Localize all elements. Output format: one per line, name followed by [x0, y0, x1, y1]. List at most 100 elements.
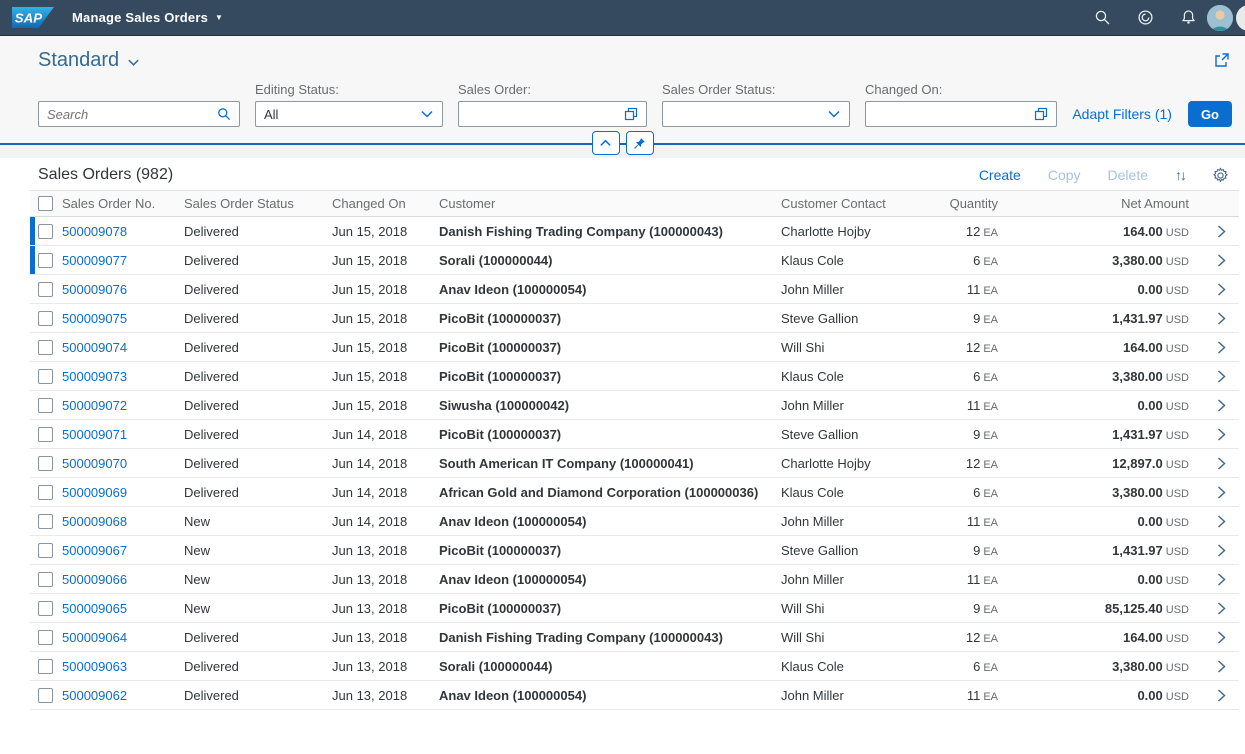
order-link[interactable]: 500009068 [62, 513, 128, 529]
row-navigation-chevron-icon[interactable] [1217, 340, 1226, 354]
sales-order-input[interactable] [458, 101, 647, 127]
search-input[interactable] [47, 106, 217, 122]
table-row[interactable]: 500009077 Delivered Jun 15, 2018 Sorali … [30, 246, 1239, 275]
pin-filter-button[interactable] [625, 131, 654, 155]
row-navigation-chevron-icon[interactable] [1217, 253, 1226, 267]
copy-button[interactable]: Copy [1047, 167, 1081, 183]
editing-status-select[interactable]: All [255, 101, 443, 127]
row-navigation-chevron-icon[interactable] [1217, 456, 1226, 470]
row-navigation-chevron-icon[interactable] [1217, 224, 1226, 238]
row-checkbox[interactable] [38, 542, 53, 558]
table-row[interactable]: 500009069 Delivered Jun 14, 2018 African… [30, 478, 1239, 507]
row-navigation-chevron-icon[interactable] [1217, 601, 1226, 615]
create-button[interactable]: Create [978, 167, 1021, 183]
settings-gear-icon[interactable] [1212, 167, 1229, 184]
order-link[interactable]: 500009075 [62, 310, 128, 326]
search-icon[interactable] [1094, 9, 1111, 26]
select-all-checkbox[interactable] [38, 196, 53, 211]
row-checkbox[interactable] [38, 281, 53, 297]
table-row[interactable]: 500009075 Delivered Jun 15, 2018 PicoBit… [30, 304, 1239, 333]
row-checkbox[interactable] [38, 687, 53, 703]
row-checkbox[interactable] [38, 310, 53, 326]
app-title-menu[interactable]: Manage Sales Orders ▼ [72, 10, 223, 25]
copilot-icon[interactable] [1137, 9, 1154, 26]
order-link[interactable]: 500009066 [62, 571, 128, 587]
row-navigation-chevron-icon[interactable] [1217, 485, 1226, 499]
delete-button[interactable]: Delete [1107, 167, 1148, 183]
order-link[interactable]: 500009072 [62, 397, 128, 413]
order-link[interactable]: 500009078 [62, 223, 128, 239]
row-checkbox[interactable] [38, 658, 53, 674]
order-link[interactable]: 500009065 [62, 600, 128, 616]
table-row[interactable]: 500009076 Delivered Jun 15, 2018 Anav Id… [30, 275, 1239, 304]
order-link[interactable]: 500009062 [62, 687, 128, 703]
value-help-icon[interactable] [624, 107, 638, 121]
table-row[interactable]: 500009073 Delivered Jun 15, 2018 PicoBit… [30, 362, 1239, 391]
row-checkbox[interactable] [38, 426, 53, 442]
row-checkbox[interactable] [38, 571, 53, 587]
order-link[interactable]: 500009064 [62, 629, 128, 645]
table-row[interactable]: 500009064 Delivered Jun 13, 2018 Danish … [30, 623, 1239, 652]
row-checkbox[interactable] [38, 223, 53, 239]
collapse-filter-button[interactable] [591, 131, 620, 155]
row-navigation-chevron-icon[interactable] [1217, 543, 1226, 557]
sales-order-status-select[interactable] [662, 101, 850, 127]
table-row[interactable]: 500009078 Delivered Jun 15, 2018 Danish … [30, 217, 1239, 246]
row-checkbox[interactable] [38, 455, 53, 471]
row-navigation-chevron-icon[interactable] [1217, 572, 1226, 586]
row-checkbox[interactable] [38, 339, 53, 355]
search-icon[interactable] [217, 107, 231, 121]
row-navigation-chevron-icon[interactable] [1217, 369, 1226, 383]
order-status: New [184, 513, 211, 529]
search-field[interactable] [38, 101, 240, 127]
order-link[interactable]: 500009063 [62, 658, 128, 674]
order-link[interactable]: 500009077 [62, 252, 128, 268]
chevron-down-icon[interactable] [420, 107, 434, 121]
row-navigation-chevron-icon[interactable] [1217, 282, 1226, 296]
changed-on-input[interactable] [865, 101, 1057, 127]
row-checkbox[interactable] [38, 252, 53, 268]
sort-icon[interactable]: ↑↓ [1175, 167, 1187, 183]
row-checkbox[interactable] [38, 397, 53, 413]
share-icon[interactable] [1213, 51, 1231, 69]
adapt-filters-link[interactable]: Adapt Filters (1) [1072, 106, 1172, 122]
order-status: Delivered [184, 455, 239, 471]
row-checkbox[interactable] [38, 368, 53, 384]
order-link[interactable]: 500009071 [62, 426, 128, 442]
row-navigation-chevron-icon[interactable] [1217, 659, 1226, 673]
chevron-down-icon[interactable] [827, 107, 841, 121]
row-navigation-chevron-icon[interactable] [1217, 311, 1226, 325]
order-link[interactable]: 500009070 [62, 455, 128, 471]
notifications-bell-icon[interactable] [1180, 9, 1197, 26]
value-help-icon[interactable] [1034, 107, 1048, 121]
table-row[interactable]: 500009072 Delivered Jun 15, 2018 Siwusha… [30, 391, 1239, 420]
row-checkbox[interactable] [38, 484, 53, 500]
row-checkbox[interactable] [38, 600, 53, 616]
table-row[interactable]: 500009070 Delivered Jun 14, 2018 South A… [30, 449, 1239, 478]
row-navigation-chevron-icon[interactable] [1217, 688, 1226, 702]
table-row[interactable]: 500009067 New Jun 13, 2018 PicoBit (1000… [30, 536, 1239, 565]
order-link[interactable]: 500009067 [62, 542, 128, 558]
order-link[interactable]: 500009073 [62, 368, 128, 384]
order-link[interactable]: 500009069 [62, 484, 128, 500]
row-checkbox[interactable] [38, 629, 53, 645]
table-row[interactable]: 500009074 Delivered Jun 15, 2018 PicoBit… [30, 333, 1239, 362]
customer-contact: Klaus Cole [781, 252, 844, 268]
quantity-unit: EA [983, 284, 998, 297]
row-navigation-chevron-icon[interactable] [1217, 514, 1226, 528]
row-navigation-chevron-icon[interactable] [1217, 630, 1226, 644]
order-link[interactable]: 500009074 [62, 339, 128, 355]
order-link[interactable]: 500009076 [62, 281, 128, 297]
row-navigation-chevron-icon[interactable] [1217, 427, 1226, 441]
table-row[interactable]: 500009065 New Jun 13, 2018 PicoBit (1000… [30, 594, 1239, 623]
table-row[interactable]: 500009062 Delivered Jun 13, 2018 Anav Id… [30, 681, 1239, 710]
table-row[interactable]: 500009066 New Jun 13, 2018 Anav Ideon (1… [30, 565, 1239, 594]
row-checkbox[interactable] [38, 513, 53, 529]
row-navigation-chevron-icon[interactable] [1217, 398, 1226, 412]
table-row[interactable]: 500009071 Delivered Jun 14, 2018 PicoBit… [30, 420, 1239, 449]
go-button[interactable]: Go [1187, 101, 1232, 127]
variant-selector[interactable]: Standard [38, 49, 140, 72]
table-row[interactable]: 500009063 Delivered Jun 13, 2018 Sorali … [30, 652, 1239, 681]
table-row[interactable]: 500009068 New Jun 14, 2018 Anav Ideon (1… [30, 507, 1239, 536]
user-avatar[interactable] [1207, 4, 1233, 31]
